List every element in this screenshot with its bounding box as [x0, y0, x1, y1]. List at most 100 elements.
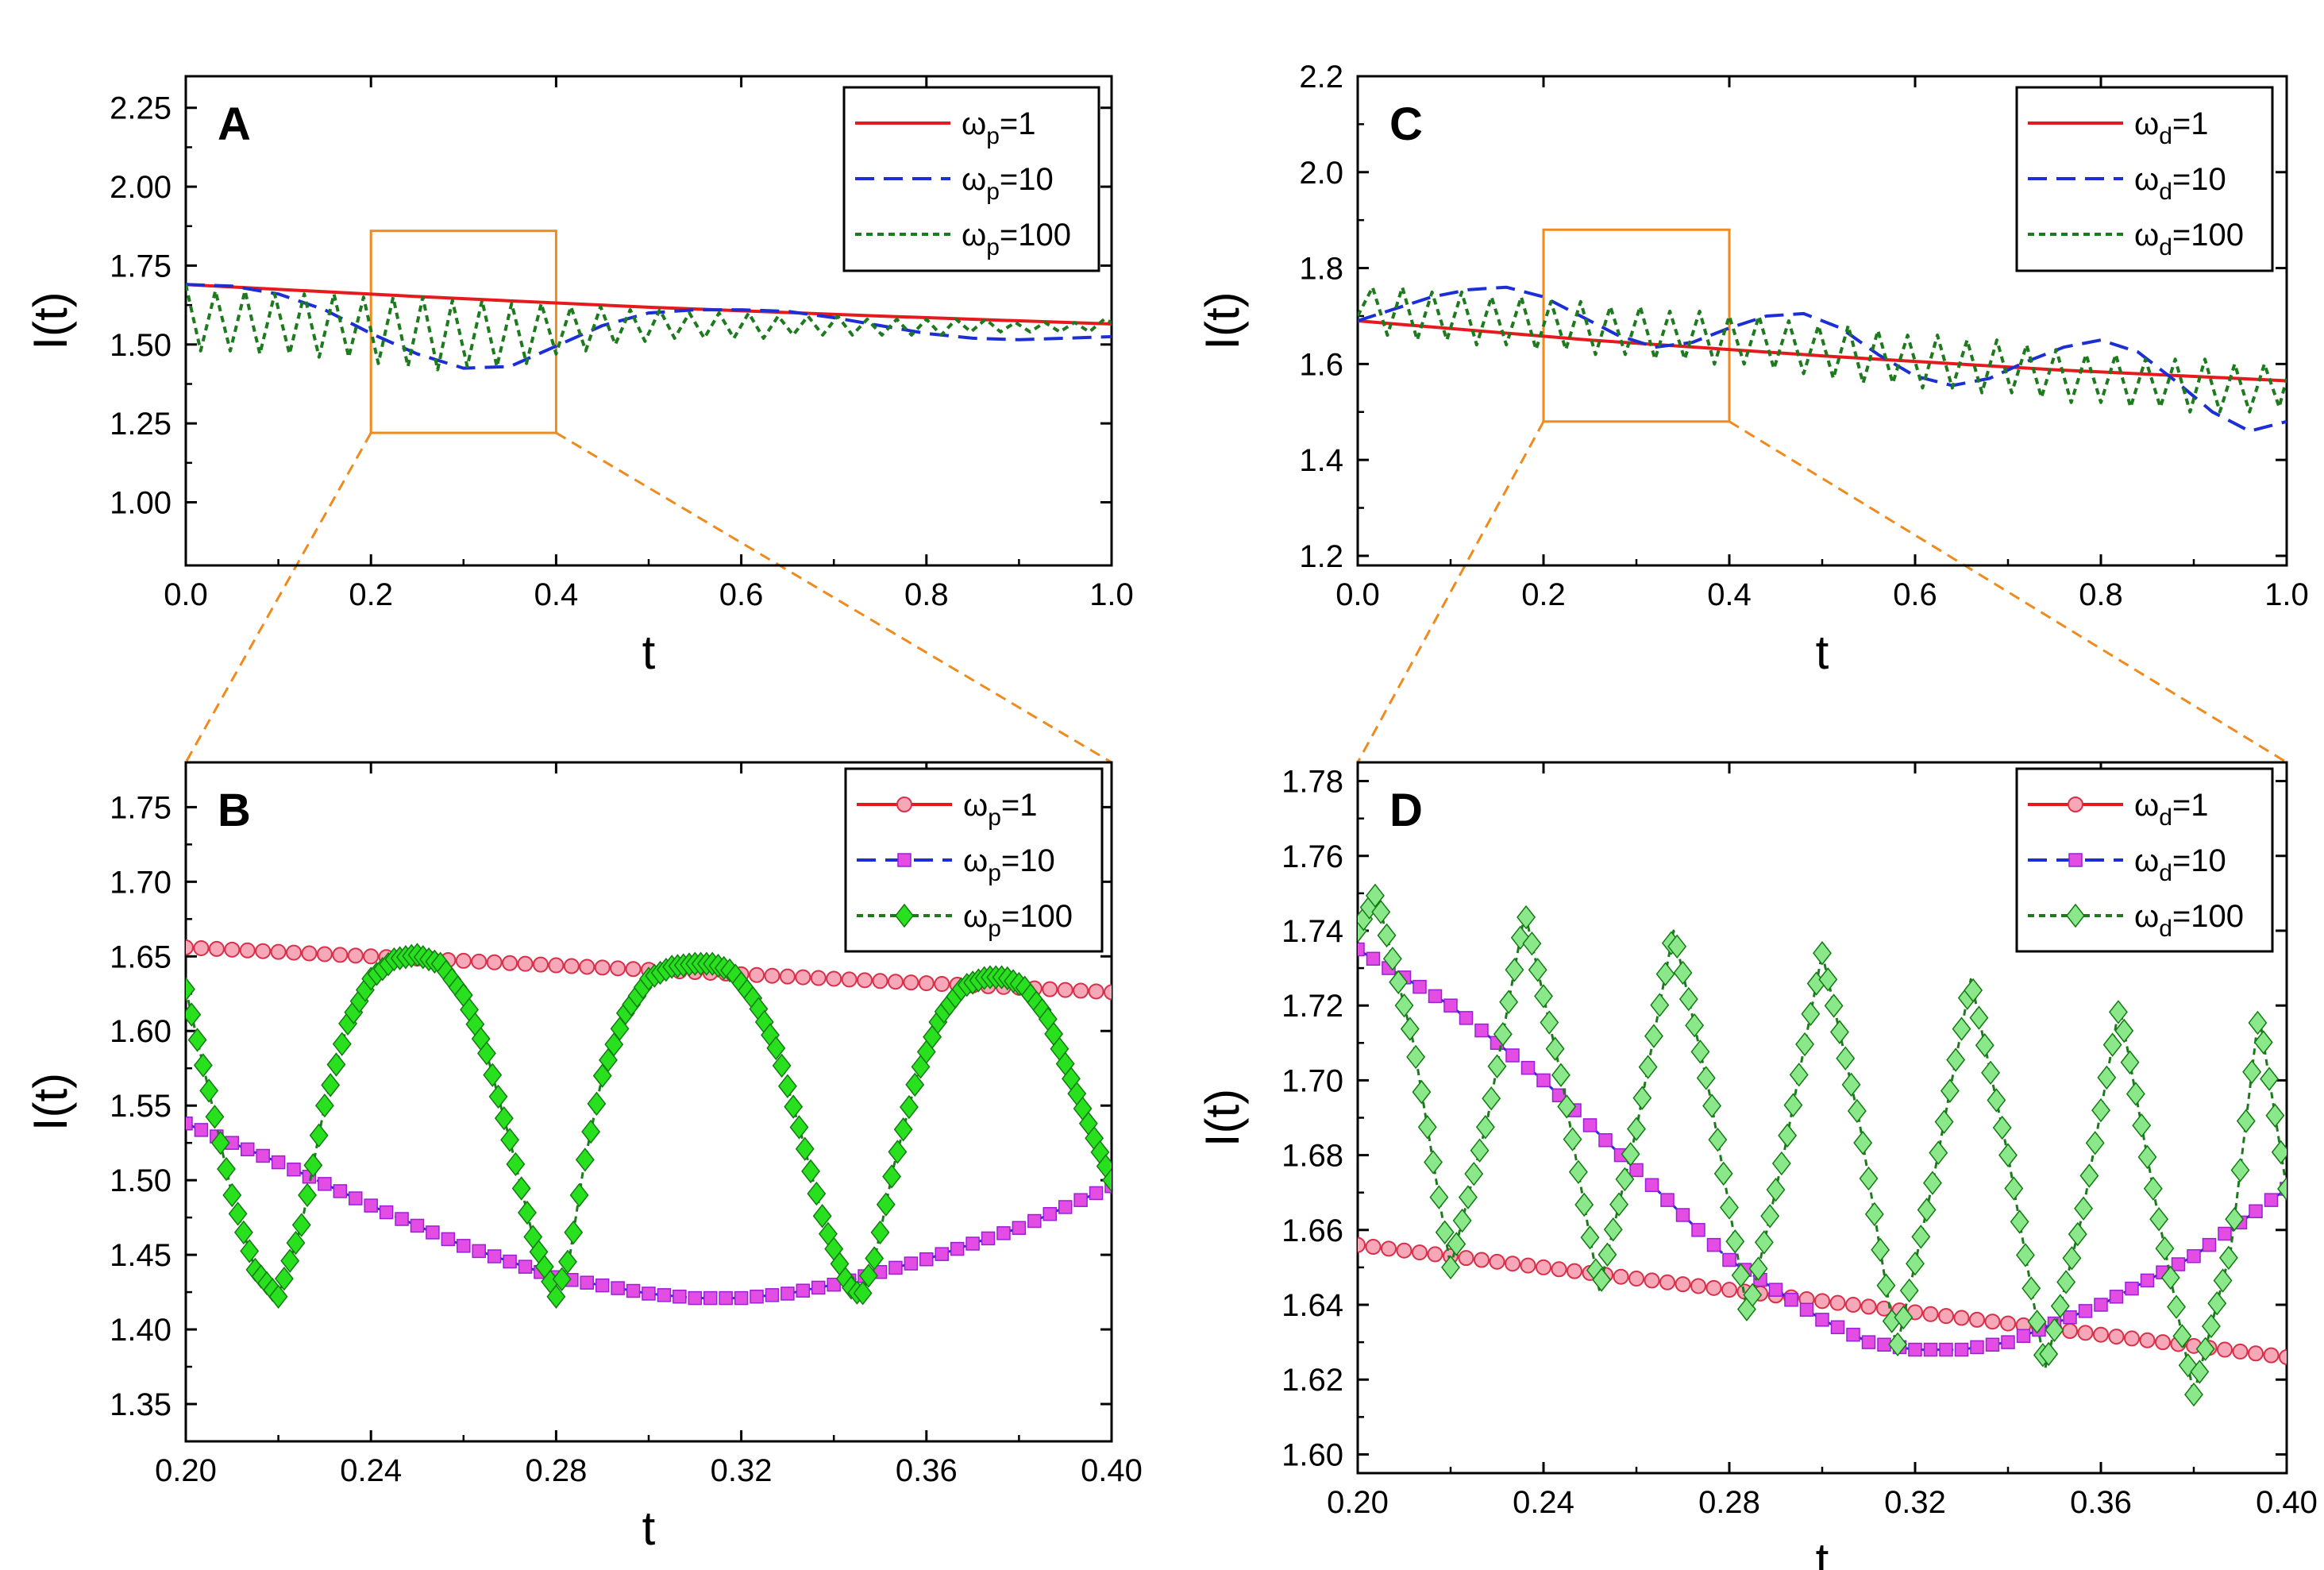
- data-point: [812, 1204, 832, 1229]
- series-line-3: [1358, 285, 2287, 414]
- data-point: [506, 1151, 526, 1177]
- data-point: [2248, 1010, 2268, 1036]
- data-point: [1528, 958, 1547, 982]
- data-point: [1754, 1230, 1774, 1255]
- data-point: [1441, 1255, 1460, 1280]
- data-point: [870, 1220, 890, 1245]
- x-axis-title: t: [1816, 626, 1829, 679]
- x-tick-label: 0.20: [1327, 1485, 1389, 1520]
- y-tick-label: 1.50: [110, 1163, 172, 1198]
- data-point: [321, 1073, 341, 1097]
- data-point: [2126, 1082, 2145, 1106]
- data-point: [1696, 1066, 1716, 1090]
- data-point: [546, 1284, 566, 1309]
- series-markers-1: [1358, 1236, 2287, 1365]
- data-point: [2225, 1207, 2245, 1232]
- data-point: [395, 1212, 409, 1226]
- zoom-connector-right: [555, 431, 1112, 764]
- data-point: [1906, 1251, 1925, 1276]
- data-point: [580, 1275, 595, 1290]
- data-point: [2085, 1131, 2105, 1155]
- data-point: [2149, 1207, 2169, 1232]
- data-point: [1864, 1202, 1884, 1227]
- data-point: [1381, 1240, 1397, 1257]
- data-point: [1908, 1342, 1922, 1357]
- legend-marker-1: [896, 797, 912, 812]
- data-point: [703, 1290, 718, 1306]
- y-tick-label: 1.45: [110, 1238, 172, 1273]
- data-point: [801, 1159, 821, 1184]
- data-point: [1690, 1040, 1710, 1064]
- data-point: [1366, 951, 1381, 966]
- data-point: [1568, 1159, 1588, 1185]
- data-point: [1748, 1256, 1768, 1281]
- data-point: [1628, 1271, 1644, 1287]
- zoom-connectors: [184, 420, 2287, 764]
- data-point: [888, 1140, 908, 1164]
- legend-value: =10: [1001, 843, 1055, 878]
- data-point: [610, 960, 626, 977]
- data-point: [1814, 1293, 1830, 1310]
- data-point: [1923, 1342, 1938, 1357]
- data-point: [795, 969, 811, 986]
- data-point: [1818, 967, 1838, 992]
- data-point: [2263, 1347, 2280, 1364]
- data-point: [483, 1063, 503, 1087]
- data-point: [1992, 1115, 2012, 1140]
- data-point: [194, 1123, 209, 1137]
- data-point: [2213, 1268, 2233, 1293]
- legend-subscript: p: [986, 179, 1000, 205]
- y-tick-label: 1.60: [1281, 1437, 1343, 1472]
- legend-value: =100: [1000, 218, 1071, 253]
- series-markers-3: [186, 943, 1112, 1309]
- legend-symbol: ω: [962, 162, 986, 197]
- data-point: [471, 953, 488, 970]
- data-point: [1520, 1257, 1536, 1274]
- data-point: [502, 955, 518, 971]
- data-point: [795, 1136, 815, 1161]
- data-point: [1922, 1306, 1939, 1322]
- data-point: [657, 1288, 672, 1302]
- data-point: [826, 970, 842, 987]
- data-point: [286, 944, 303, 961]
- x-tick-label: 0.36: [2070, 1485, 2132, 1520]
- data-point: [1954, 1342, 1969, 1357]
- data-point: [1766, 1177, 1786, 1202]
- data-point: [186, 1002, 202, 1027]
- data-point: [1938, 1308, 1954, 1325]
- data-point: [1520, 1060, 1536, 1075]
- panel-label: C: [1389, 98, 1423, 150]
- data-point: [1952, 1016, 1971, 1041]
- data-point: [1771, 1151, 1791, 1176]
- data-point: [1801, 1001, 1821, 1026]
- legend-marker-1: [2068, 797, 2083, 812]
- data-point: [1406, 1044, 1426, 1070]
- data-point: [280, 1248, 300, 1273]
- data-point: [734, 1290, 749, 1306]
- data-point: [853, 1281, 873, 1306]
- data-point: [303, 1153, 323, 1178]
- legend-value: =100: [2172, 218, 2244, 253]
- data-point: [1073, 982, 1089, 999]
- zoom-connector-left: [1356, 421, 1545, 763]
- data-point: [426, 1225, 440, 1240]
- data-point: [217, 1156, 236, 1182]
- data-point: [1984, 1313, 2001, 1330]
- data-point: [2015, 1243, 2035, 1267]
- data-point: [410, 1218, 425, 1233]
- y-tick-label: 2.0: [1299, 156, 1343, 191]
- data-point: [1540, 1010, 1559, 1035]
- data-point: [186, 1116, 193, 1131]
- data-point: [222, 1182, 242, 1208]
- legend-label-2: ωd=10: [2134, 162, 2226, 205]
- data-point: [1964, 978, 1983, 1003]
- data-point: [950, 1241, 965, 1256]
- data-point: [1911, 1225, 1931, 1249]
- data-point: [1089, 1186, 1104, 1201]
- data-point: [981, 1231, 996, 1246]
- legend-label-1: ωp=1: [963, 788, 1038, 831]
- data-point: [1888, 1332, 1908, 1356]
- data-point: [1424, 1150, 1443, 1175]
- data-point: [1396, 1242, 1413, 1259]
